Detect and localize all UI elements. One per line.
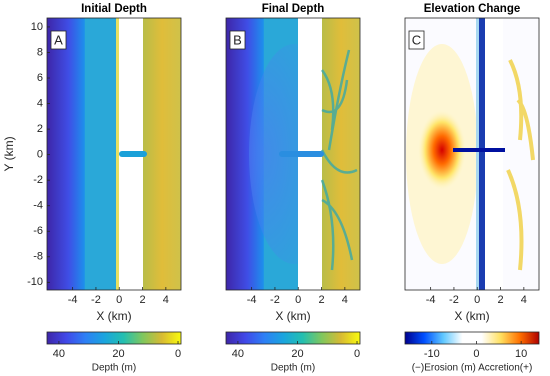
y-tick-label: 8 [37, 46, 43, 58]
x-tick-label: 0 [474, 294, 480, 306]
x-tick-label: 2 [497, 294, 503, 306]
field-b [226, 18, 360, 290]
y-tick-label: 0 [37, 149, 43, 161]
x-axis-label: X (km) [454, 309, 489, 323]
panel-label-box [229, 30, 246, 50]
panel-label: C [412, 32, 421, 47]
x-tick-label: 4 [521, 294, 527, 306]
axes-box [46, 17, 182, 291]
x-tick-label: -4 [68, 294, 78, 306]
panel: Elevation Change C -4 -2 0 2 4 X (km) -10 0 10 (−)E… [404, 3, 540, 374]
x-tick-label: -4 [247, 294, 257, 306]
y-tick-label: -10 [27, 276, 43, 288]
colorbar-label: Depth (m) [271, 363, 315, 374]
x-tick-label: 0 [295, 294, 301, 306]
y-tick-label: -4 [33, 200, 43, 212]
y-tick-label: -6 [33, 225, 43, 237]
x-axis-label: X (km) [275, 309, 310, 323]
colorbar-tick-label: 20 [291, 348, 303, 360]
x-tick-label: 2 [139, 294, 145, 306]
colorbar-tick-label: 0 [473, 348, 479, 360]
panel: Final Depth B -4 -2 0 2 4 X (km) 40 20 0 Depth (m) [225, 3, 361, 374]
colorbar-tick-label: 10 [515, 348, 527, 360]
y-tick-label: 4 [37, 97, 43, 109]
axes-box [404, 17, 540, 291]
colorbar-tick-label: 40 [232, 348, 244, 360]
chart-title: Final Depth [262, 3, 325, 15]
panel-label-box [50, 30, 67, 50]
x-tick-label: -2 [270, 294, 280, 306]
colorbar-label: Depth (m) [92, 363, 136, 374]
y-tick-label: 10 [31, 21, 43, 33]
y-tick-label: -2 [33, 174, 43, 186]
colorbar-tick-label: 0 [175, 348, 181, 360]
panel-label-box [408, 30, 425, 50]
panel-label: A [54, 32, 63, 47]
y-tick-label: 6 [37, 72, 43, 84]
chart-title: Initial Depth [81, 3, 147, 15]
colorbar-tick-label: -10 [424, 348, 440, 360]
field-c [405, 18, 539, 290]
colorbar-tick-label: 40 [53, 348, 65, 360]
x-tick-label: -2 [449, 294, 459, 306]
y-tick-label: 2 [37, 123, 43, 135]
colorbar [404, 331, 540, 345]
panel-label: B [233, 32, 242, 47]
colorbar-tick-label: 0 [354, 348, 360, 360]
colorbar-tick-label: 20 [112, 348, 124, 360]
y-tick-label: -8 [33, 251, 43, 263]
x-tick-label: -2 [91, 294, 101, 306]
field-a [47, 18, 181, 290]
y-axis-label: Y (km) [2, 136, 16, 171]
colorbar [46, 331, 182, 345]
colorbar-label: (−)Erosion (m) Accretion(+) [412, 363, 533, 374]
panel: Initial Depth A -4 -2 0 2 4 X (km) -10 -8 -6 -4 -2 0 2… [2, 3, 182, 374]
x-tick-label: 2 [318, 294, 324, 306]
axes-box [225, 17, 361, 291]
x-tick-label: 0 [116, 294, 122, 306]
x-axis-label: X (km) [96, 309, 131, 323]
chart-title: Elevation Change [424, 3, 521, 15]
x-tick-label: 4 [342, 294, 348, 306]
colorbar [225, 331, 361, 345]
x-tick-label: 4 [163, 294, 169, 306]
x-tick-label: -4 [426, 294, 436, 306]
